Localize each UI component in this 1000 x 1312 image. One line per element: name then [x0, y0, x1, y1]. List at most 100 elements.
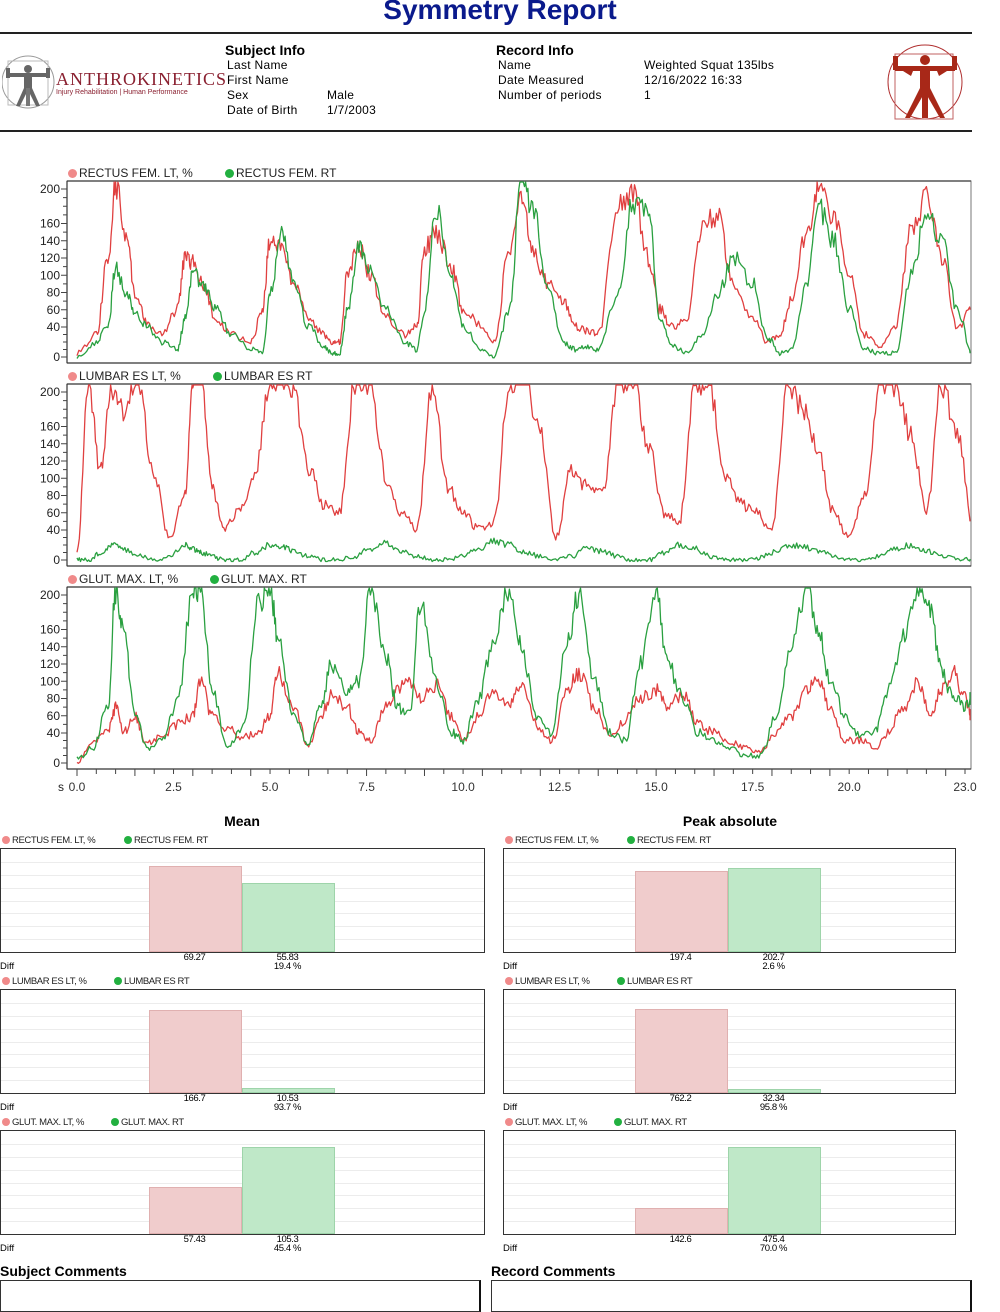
grid-line [1, 1042, 484, 1043]
y-tick-label: 140 [40, 640, 60, 654]
grid-line [1, 1003, 484, 1004]
legend-item-left: RECTUS FEM. LT, % [2, 835, 96, 846]
legend-item-left: RECTUS FEM. LT, % [68, 166, 193, 180]
bar-chart-mean-glut-max [0, 1130, 485, 1235]
y-tick-label: 140 [40, 234, 60, 248]
record-comments-field[interactable] [491, 1280, 972, 1312]
legend-item-right: GLUT. MAX. RT [111, 1117, 184, 1128]
subject-comments-heading: Subject Comments [0, 1263, 127, 1279]
y-tick-label: 120 [40, 657, 60, 671]
x-tick-label: 23.0 [953, 780, 977, 794]
bar-value-label: 197.4 [669, 952, 692, 963]
legend-item-left: GLUT. MAX. LT, % [2, 1117, 84, 1128]
grid-line [1, 862, 484, 863]
bar-left [149, 866, 242, 952]
y-tick-label: 40 [47, 523, 61, 537]
timeseries-chart-glut-max: 200 160 140 120 100 80 60 40 0 s 0.0 2.5 5.0 7.5 10.0 1… [40, 586, 977, 794]
info-row: Name Weighted Squat 135lbs [496, 58, 826, 73]
grid-line [504, 1016, 955, 1017]
legend-item-left: LUMBAR ES LT, % [2, 976, 87, 987]
legend-item-right: RECTUS FEM. RT [627, 835, 711, 846]
y-tick-label: 60 [47, 506, 61, 520]
x-tick-label: 12.5 [548, 780, 572, 794]
plot-frame [66, 383, 972, 567]
vitruvian-man-icon [1, 55, 55, 109]
legend-label: RECTUS FEM. RT [637, 835, 711, 846]
info-row: Sex Male [225, 88, 475, 103]
bar-right [728, 1089, 821, 1093]
info-value: 12/16/2022 16:33 [644, 73, 743, 87]
diff-value: 19.4 % [273, 961, 302, 972]
y-tick-label: 160 [40, 217, 60, 231]
grid-line [504, 1067, 955, 1068]
y-tick-label: 100 [40, 674, 60, 688]
grid-line [1, 875, 484, 876]
x-tick-label: 17.5 [741, 780, 765, 794]
grid-line [504, 1080, 955, 1081]
info-label: Date of Birth [227, 103, 298, 117]
diff-label: Diff [503, 961, 518, 972]
legend-label: LUMBAR ES RT [224, 369, 313, 383]
bar-value-label: 762.2 [669, 1093, 692, 1104]
grid-line [1, 1029, 484, 1030]
series-line-right [76, 537, 971, 563]
grid-line [504, 1003, 955, 1004]
grid-line [504, 1042, 955, 1043]
legend-dot-icon [2, 977, 10, 985]
info-row: First Name [225, 73, 475, 88]
legend-label: GLUT. MAX. LT, % [79, 572, 179, 586]
legend-label: GLUT. MAX. RT [221, 572, 307, 586]
legend-item-left: LUMBAR ES LT, % [68, 369, 181, 383]
subject-info: Subject Info Last Name First Name Sex Male D… [225, 42, 475, 118]
diff-value: 93.7 % [273, 1102, 302, 1113]
logo-brand-text: ANTHROKINETICS [56, 69, 227, 89]
y-tick-label: 100 [40, 268, 60, 282]
y-tick-label: 200 [40, 385, 60, 399]
series-line-right [76, 181, 971, 359]
legend-dot-icon [2, 836, 10, 844]
y-tick-label: 140 [40, 437, 60, 451]
legend-label: GLUT. MAX. RT [624, 1117, 687, 1128]
legend-item-right: LUMBAR ES RT [114, 976, 190, 987]
legend-item-left: GLUT. MAX. LT, % [505, 1117, 587, 1128]
bar-right [242, 883, 335, 952]
y-tick-label: 100 [40, 471, 60, 485]
bar-chart-peak-lumbar-es [503, 989, 956, 1094]
diff-label: Diff [0, 1102, 15, 1113]
y-tick-label: 80 [47, 286, 61, 300]
legend-item-right: LUMBAR ES RT [213, 369, 312, 383]
grid-line [1, 1080, 484, 1081]
plot-frame [66, 180, 972, 364]
legend-label: LUMBAR ES RT [124, 976, 190, 987]
legend-label: LUMBAR ES LT, % [12, 976, 87, 987]
legend-item-left: RECTUS FEM. LT, % [505, 835, 599, 846]
info-label: Sex [227, 88, 249, 102]
header-divider-top [0, 32, 972, 34]
grid-line [504, 1029, 955, 1030]
legend-label: RECTUS FEM. LT, % [515, 835, 599, 846]
grid-line [1, 1054, 484, 1055]
record-info: Record Info Name Weighted Squat 135lbs Dat… [496, 42, 826, 103]
grid-line [1, 1067, 484, 1068]
legend-item-right: RECTUS FEM. RT [124, 835, 208, 846]
subject-comments-field[interactable] [0, 1280, 481, 1312]
x-tick-label: 0.0 [69, 780, 86, 794]
y-tick-label: 40 [47, 320, 61, 334]
legend-item-right: GLUT. MAX. RT [614, 1117, 687, 1128]
legend-dot-icon [111, 1118, 119, 1126]
bar-value-label: 166.7 [183, 1093, 206, 1104]
series-line-left [76, 384, 971, 553]
subject-info-heading: Subject Info [225, 42, 306, 58]
legend-dot-icon [210, 575, 219, 584]
info-label: Date Measured [498, 73, 584, 87]
diff-value: 45.4 % [273, 1243, 302, 1254]
grid-line [504, 862, 955, 863]
legend-label: RECTUS FEM. RT [236, 166, 337, 180]
legend-label: GLUT. MAX. RT [121, 1117, 184, 1128]
legend-label: GLUT. MAX. LT, % [515, 1117, 588, 1128]
legend-label: GLUT. MAX. LT, % [12, 1117, 85, 1128]
legend-item-left: GLUT. MAX. LT, % [68, 572, 178, 586]
bar-value-label: 105.3 [276, 1234, 299, 1245]
bar-left [635, 1009, 728, 1093]
info-row: Last Name [225, 58, 475, 73]
